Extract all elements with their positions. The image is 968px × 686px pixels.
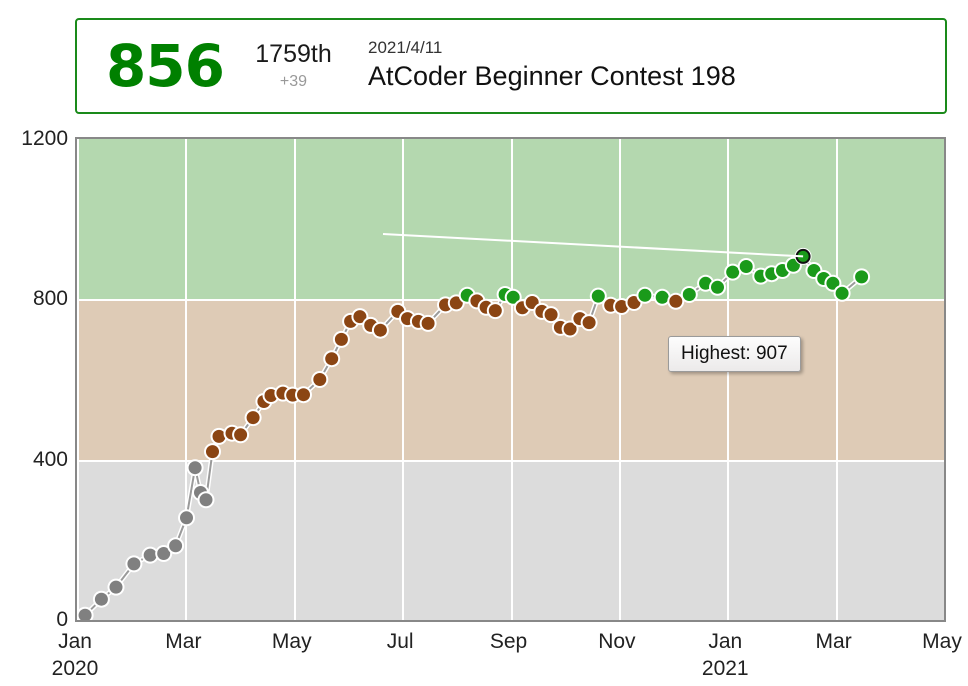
vertical-gridline (510, 139, 513, 620)
y-tick-800: 800 (32, 287, 68, 311)
highest-rating-tooltip: Highest: 907 (668, 336, 801, 372)
x-tick-month: May (271, 630, 312, 653)
data-point[interactable] (373, 323, 387, 337)
line-halo (83, 252, 864, 617)
x-tick-0: Jan 2020 (52, 630, 99, 681)
vertical-gridline (618, 139, 621, 620)
vertical-gridline (77, 139, 79, 620)
data-point[interactable] (855, 270, 869, 284)
data-point[interactable] (264, 389, 278, 402)
contest-result-card: 856 1759th +39 2021/4/11 AtCoder Beginne… (75, 18, 947, 114)
data-point[interactable] (199, 493, 213, 507)
rating-value: 856 (105, 32, 225, 100)
contest-date: 2021/4/11 (368, 38, 443, 58)
rating-line-series (77, 233, 871, 620)
contest-info: 2021/4/11 AtCoder Beginner Contest 198 (368, 38, 736, 93)
data-point[interactable] (563, 322, 577, 336)
data-point[interactable] (325, 352, 339, 366)
data-point[interactable] (627, 296, 641, 309)
data-point[interactable] (297, 388, 310, 402)
x-tick-1: Mar (165, 630, 201, 654)
data-point[interactable] (180, 511, 193, 525)
x-tick-month: Jan (708, 630, 743, 653)
x-tick-6: Jan 2021 (702, 630, 749, 681)
data-point[interactable] (669, 294, 683, 308)
x-axis-labels: Jan 2020 Mar May Jul Sep Nov Jan 2021 Mar May (52, 626, 962, 686)
rating-chart: 0 400 800 1200 Jan 2020 Mar May Jul Sep Nov Jan 202… (0, 120, 968, 680)
x-tick-8: May (922, 630, 962, 654)
data-point[interactable] (157, 547, 171, 560)
rank-block: 1759th +39 (241, 41, 346, 91)
x-tick-7: Mar (816, 630, 852, 654)
x-tick-5: Nov (598, 630, 635, 654)
x-tick-month: May (922, 630, 962, 653)
data-point[interactable] (169, 539, 183, 553)
rating-delta: +39 (279, 72, 308, 90)
data-point[interactable] (334, 332, 348, 346)
data-point[interactable] (488, 304, 502, 318)
vertical-gridline (944, 139, 946, 620)
y-axis-labels: 0 400 800 1200 (0, 120, 68, 631)
y-tick-0: 0 (56, 608, 68, 631)
data-point[interactable] (206, 445, 219, 459)
x-tick-year: 2021 (701, 657, 749, 680)
data-point[interactable] (143, 548, 157, 562)
data-point[interactable] (711, 280, 724, 294)
vertical-gridline (185, 139, 188, 620)
vertical-gridline (727, 139, 730, 620)
rank-place: 1759th (255, 40, 332, 69)
data-point[interactable] (109, 580, 123, 594)
data-point[interactable] (127, 557, 141, 571)
rating-line (84, 254, 863, 616)
data-point[interactable] (246, 411, 260, 425)
data-point[interactable] (786, 258, 800, 272)
x-tick-month: Mar (815, 630, 852, 653)
data-point[interactable] (615, 300, 629, 313)
tooltip-leader-line (382, 233, 804, 258)
x-tick-month: Nov (598, 630, 636, 653)
x-tick-2: May (272, 630, 312, 654)
data-point[interactable] (212, 429, 226, 443)
y-tick-400: 400 (32, 447, 68, 471)
x-tick-month: Jan (58, 630, 92, 653)
horizontal-gridline (77, 459, 944, 462)
plot-area[interactable] (75, 137, 946, 622)
data-point[interactable] (353, 310, 367, 324)
vertical-gridline (835, 139, 838, 620)
data-point[interactable] (544, 308, 558, 322)
data-point[interactable] (582, 316, 596, 330)
data-point[interactable] (449, 296, 463, 310)
data-point[interactable] (591, 289, 605, 303)
data-point[interactable] (421, 316, 435, 330)
vertical-gridline (293, 139, 296, 620)
data-point[interactable] (739, 260, 753, 273)
data-point[interactable] (638, 288, 652, 302)
card-content: 856 1759th +39 2021/4/11 AtCoder Beginne… (77, 20, 945, 112)
x-tick-3: Jul (387, 630, 414, 654)
data-point[interactable] (826, 276, 840, 290)
x-tick-month: Sep (489, 630, 528, 653)
x-tick-year: 2020 (51, 657, 99, 680)
x-tick-month: Mar (165, 630, 202, 653)
x-tick-month: Jul (386, 630, 414, 653)
data-point[interactable] (682, 288, 696, 301)
data-point[interactable] (506, 290, 520, 304)
data-point[interactable] (313, 373, 327, 386)
data-point[interactable] (94, 592, 108, 606)
data-point[interactable] (835, 286, 849, 300)
data-point[interactable] (525, 296, 539, 309)
data-point[interactable] (726, 265, 740, 279)
data-point[interactable] (655, 290, 669, 304)
data-point[interactable] (234, 428, 248, 442)
data-point[interactable] (699, 276, 713, 290)
data-point[interactable] (78, 608, 92, 620)
data-point[interactable] (188, 461, 202, 475)
x-tick-4: Sep (490, 630, 527, 654)
y-tick-1200: 1200 (21, 127, 68, 150)
contest-name: AtCoder Beginner Contest 198 (368, 60, 736, 91)
vertical-gridline (402, 139, 405, 620)
